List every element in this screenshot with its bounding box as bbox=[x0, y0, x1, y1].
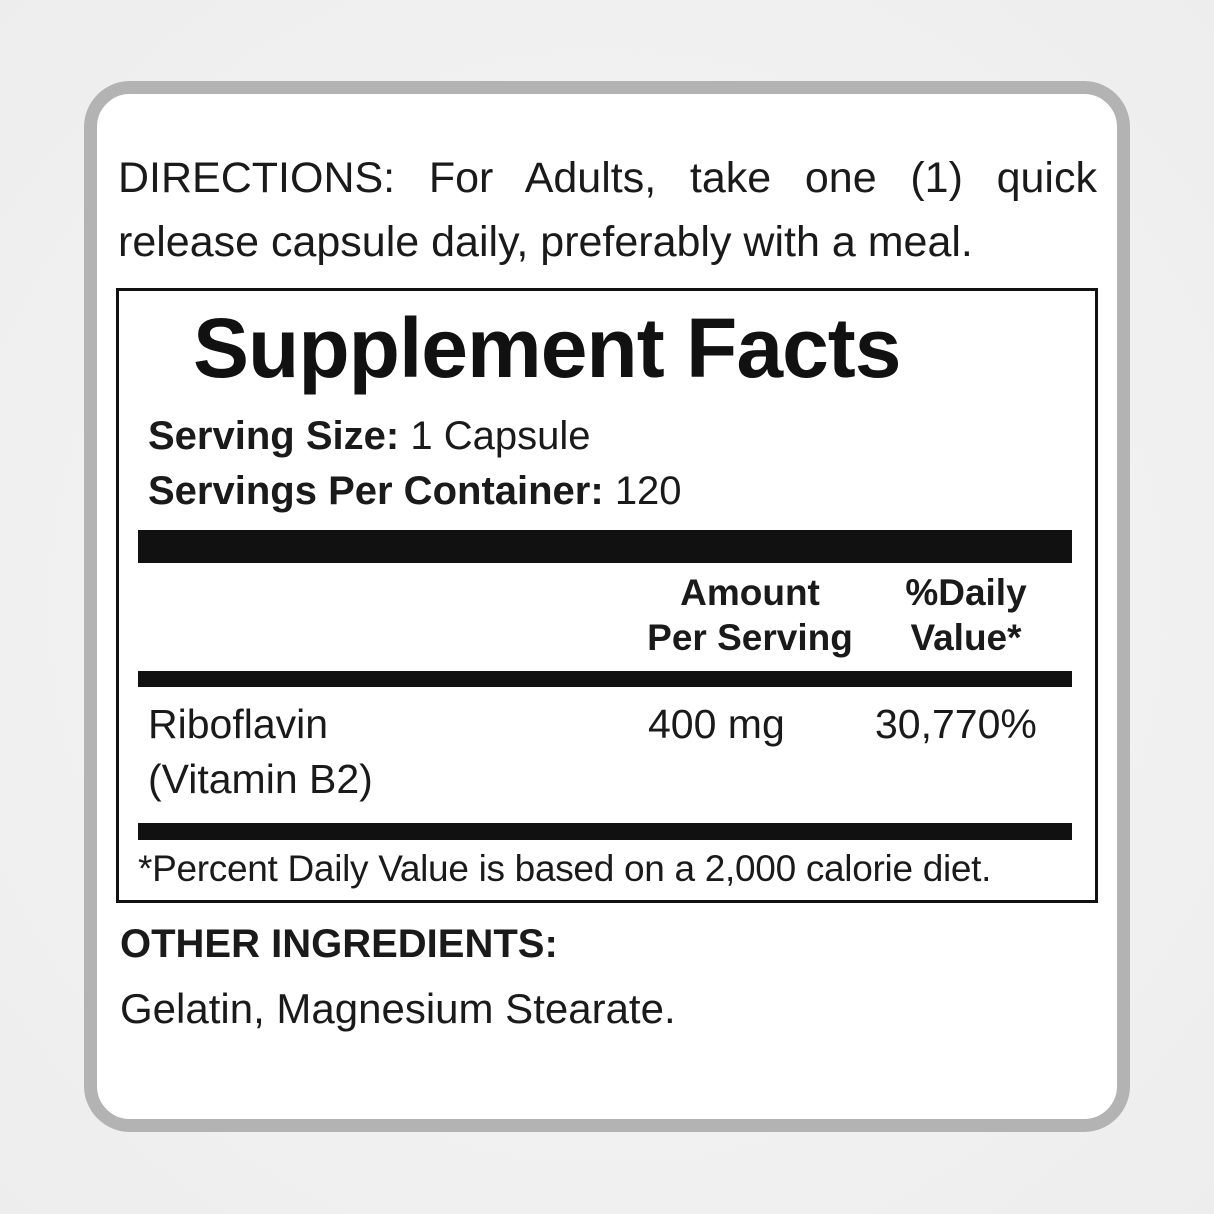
other-ingredients-label: OTHER INGREDIENTS: bbox=[120, 922, 558, 966]
dv-header-line1: %Daily bbox=[905, 572, 1027, 613]
directions-text: DIRECTIONS: For Adults, take one (1) qui… bbox=[118, 154, 1097, 266]
nutrient-name-line1: Riboflavin bbox=[148, 701, 329, 747]
other-ingredients-value: Gelatin, Magnesium Stearate. bbox=[120, 985, 676, 1032]
amount-header-line1: Amount bbox=[680, 572, 820, 613]
supplement-facts-box bbox=[116, 288, 1098, 903]
serving-size-label: Serving Size: bbox=[148, 414, 400, 458]
footnote: *Percent Daily Value is based on a 2,000… bbox=[138, 848, 992, 889]
medium-divider bbox=[138, 671, 1072, 687]
servings-per-container-label: Servings Per Container: bbox=[148, 469, 604, 513]
servings-per-container-value: 120 bbox=[614, 469, 682, 513]
nutrient-daily-value: 30,770% bbox=[875, 701, 1037, 747]
label-card bbox=[84, 81, 1130, 1132]
nutrient-amount: 400 mg bbox=[648, 701, 785, 747]
bottom-divider bbox=[138, 823, 1072, 840]
amount-header-line2: Per Serving bbox=[647, 617, 853, 658]
thick-divider bbox=[138, 530, 1072, 563]
amount-header: Amount Per Serving bbox=[640, 570, 860, 660]
serving-size: Serving Size: 1 Capsule bbox=[148, 414, 590, 459]
servings-per-container: Servings Per Container: 120 bbox=[148, 469, 682, 514]
serving-size-value: 1 Capsule bbox=[410, 414, 591, 458]
nutrient-name: Riboflavin (Vitamin B2) bbox=[148, 697, 373, 807]
nutrient-name-line2: (Vitamin B2) bbox=[148, 756, 373, 802]
facts-title: Supplement Facts bbox=[193, 301, 901, 395]
daily-value-header: %Daily Value* bbox=[876, 570, 1056, 660]
dv-header-line2: Value* bbox=[910, 617, 1022, 658]
